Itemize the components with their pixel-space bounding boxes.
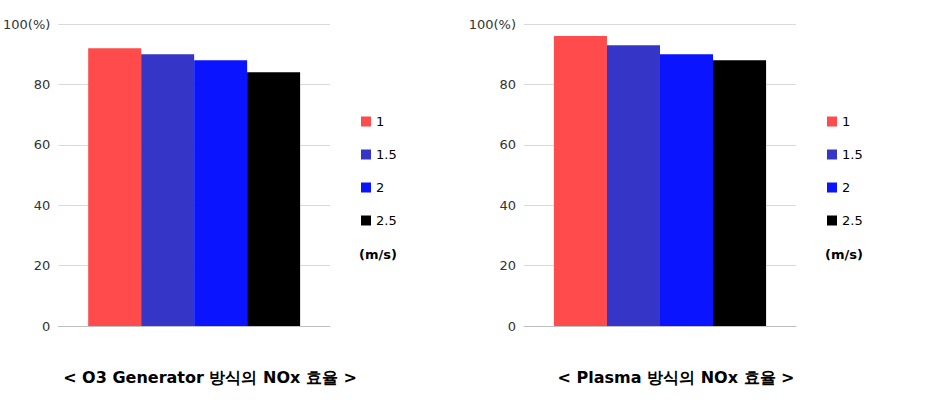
svg-text:0: 0	[42, 319, 50, 334]
svg-text:60: 60	[499, 137, 516, 152]
svg-text:2: 2	[842, 180, 850, 195]
svg-text:2.5: 2.5	[842, 213, 863, 228]
svg-text:40: 40	[499, 198, 516, 213]
svg-text:1: 1	[842, 114, 850, 129]
svg-text:100(%): 100(%)	[3, 17, 50, 32]
svg-text:2.5: 2.5	[376, 213, 397, 228]
svg-text:1.5: 1.5	[842, 147, 863, 162]
svg-text:2: 2	[376, 180, 384, 195]
svg-text:(m/s): (m/s)	[359, 247, 397, 262]
svg-text:100(%): 100(%)	[469, 17, 516, 32]
svg-text:0: 0	[508, 319, 516, 334]
svg-text:1.5: 1.5	[376, 147, 397, 162]
svg-text:80: 80	[34, 77, 51, 92]
svg-text:40: 40	[34, 198, 51, 213]
svg-text:20: 20	[34, 258, 51, 273]
svg-text:< O3 Generator 방식의 NOx 효율 >: < O3 Generator 방식의 NOx 효율 >	[63, 368, 357, 387]
svg-text:80: 80	[499, 77, 516, 92]
svg-text:20: 20	[499, 258, 516, 273]
svg-text:1: 1	[376, 114, 384, 129]
svg-text:60: 60	[34, 137, 51, 152]
svg-text:< Plasma 방식의 NOx 효율 >: < Plasma 방식의 NOx 효율 >	[558, 368, 795, 387]
svg-text:(m/s): (m/s)	[825, 247, 863, 262]
